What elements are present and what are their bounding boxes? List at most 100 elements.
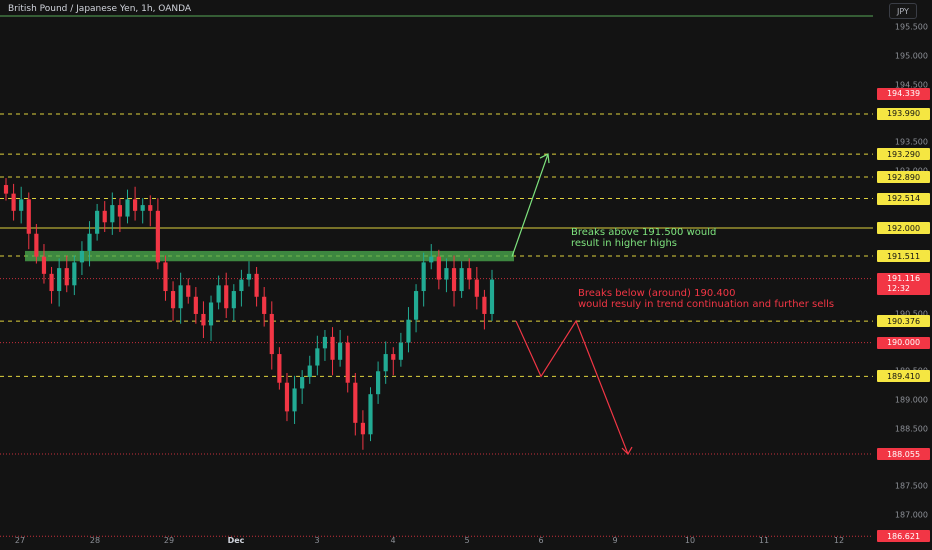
candle-body — [421, 262, 426, 292]
candle-body — [201, 313, 206, 326]
candle-body — [353, 382, 358, 423]
candle-body — [148, 205, 153, 211]
price-tag: 190.000 — [877, 336, 930, 349]
candle-body — [3, 185, 9, 194]
candle-body — [140, 205, 145, 211]
time-tick-label: 27 — [14, 536, 26, 545]
candle-body — [406, 319, 411, 343]
candle-body — [216, 285, 221, 303]
candle-body — [102, 210, 107, 223]
time-tick-label: 28 — [89, 536, 101, 545]
candle-body — [231, 291, 236, 309]
price-tag: 192.000 — [877, 222, 930, 234]
candle-body — [277, 354, 282, 383]
candle-body — [87, 233, 92, 251]
price-tag: 190.376 — [877, 315, 930, 328]
price-tick-label: 188.500 — [894, 424, 928, 434]
candle-body — [391, 354, 396, 360]
candle-body — [178, 285, 183, 309]
candle-body — [224, 285, 229, 309]
price-tag: 186.621 — [877, 530, 930, 543]
annotation-up[interactable]: Breaks above 191.500 would result in hig… — [571, 227, 717, 249]
price-tick-label: 187.000 — [894, 510, 928, 519]
candle-body — [482, 296, 487, 314]
candle-body — [330, 336, 335, 360]
annotation-down[interactable]: Breaks below (around) 190.400 would resu… — [578, 288, 835, 310]
candle-body — [315, 348, 320, 366]
candle-body — [254, 273, 259, 297]
candle-body — [489, 279, 495, 314]
horizontal-levels — [0, 15, 873, 537]
candle-body — [11, 193, 16, 211]
candle-body — [26, 199, 31, 234]
price-tick-label: 187.500 — [894, 481, 928, 491]
candlesticks — [3, 178, 495, 450]
candle-body — [186, 285, 191, 297]
down-arrowhead — [621, 446, 633, 456]
price-tag: 194.339 — [877, 87, 930, 100]
time-tick-label: 10 — [684, 536, 696, 545]
price-tick-label: 193.500 — [894, 137, 928, 147]
price-tick-label: 195.000 — [894, 51, 928, 61]
time-tick-label: 9 — [612, 536, 618, 545]
candle-body — [383, 354, 388, 372]
candle-body — [345, 342, 350, 383]
candle-body — [338, 342, 343, 360]
candle-body — [72, 262, 77, 286]
candle-body — [474, 279, 479, 297]
price-tag: 191.116 12:32 — [877, 272, 930, 295]
time-tick-label: 4 — [390, 536, 396, 545]
candle-body — [117, 205, 122, 217]
candle-body — [284, 382, 290, 412]
candle-body — [368, 394, 373, 435]
price-tag: 192.890 — [877, 171, 930, 183]
down-arrow-path — [515, 319, 629, 455]
price-tick-label: 189.000 — [894, 395, 928, 405]
time-tick-label: 29 — [163, 536, 175, 545]
candle-body — [360, 422, 365, 435]
price-tick-label: 195.500 — [894, 22, 928, 32]
time-tick-label: 6 — [538, 536, 544, 545]
candle-body — [193, 296, 198, 314]
candle-body — [41, 256, 47, 274]
time-tick-label: Dec — [227, 536, 245, 545]
candle-body — [110, 205, 115, 223]
price-tag: 189.410 — [877, 370, 930, 383]
candle-body — [376, 371, 381, 395]
price-tag: 193.290 — [877, 148, 930, 161]
candle-body — [269, 313, 274, 355]
time-tick-label: 11 — [758, 536, 770, 545]
candle-body — [79, 250, 85, 263]
candle-body — [19, 199, 24, 211]
candle-body — [413, 291, 419, 320]
resistance-zone[interactable] — [25, 250, 514, 262]
candle-body — [307, 365, 312, 377]
candle-body — [398, 342, 403, 360]
projection-arrows[interactable] — [511, 153, 633, 456]
candle-body — [444, 268, 449, 280]
price-tick-label: 193.000 — [895, 166, 928, 175]
candle-body — [155, 210, 160, 263]
time-tick-label: 3 — [314, 536, 320, 545]
candle-body — [34, 233, 39, 257]
candle-body — [292, 388, 297, 412]
candle-body — [95, 210, 100, 234]
symbol-title: British Pound / Japanese Yen, 1h, OANDA — [8, 4, 192, 14]
price-tag: 192.514 — [877, 192, 930, 205]
candle-body — [163, 262, 168, 292]
candle-body — [451, 268, 457, 292]
candle-body — [64, 268, 69, 286]
candle-body — [208, 302, 214, 326]
candle-body — [49, 273, 54, 292]
candle-body — [436, 256, 441, 280]
candle-body — [459, 268, 464, 292]
candle-body — [262, 296, 267, 314]
candle-body — [125, 199, 130, 217]
price-tick-label: 194.500 — [894, 80, 928, 90]
candle-body — [133, 199, 138, 211]
currency-button[interactable]: JPY — [889, 3, 917, 19]
zone-rect — [25, 250, 514, 262]
time-tick-label: 12 — [833, 536, 845, 545]
price-tick-label: 190.500 — [894, 309, 928, 319]
